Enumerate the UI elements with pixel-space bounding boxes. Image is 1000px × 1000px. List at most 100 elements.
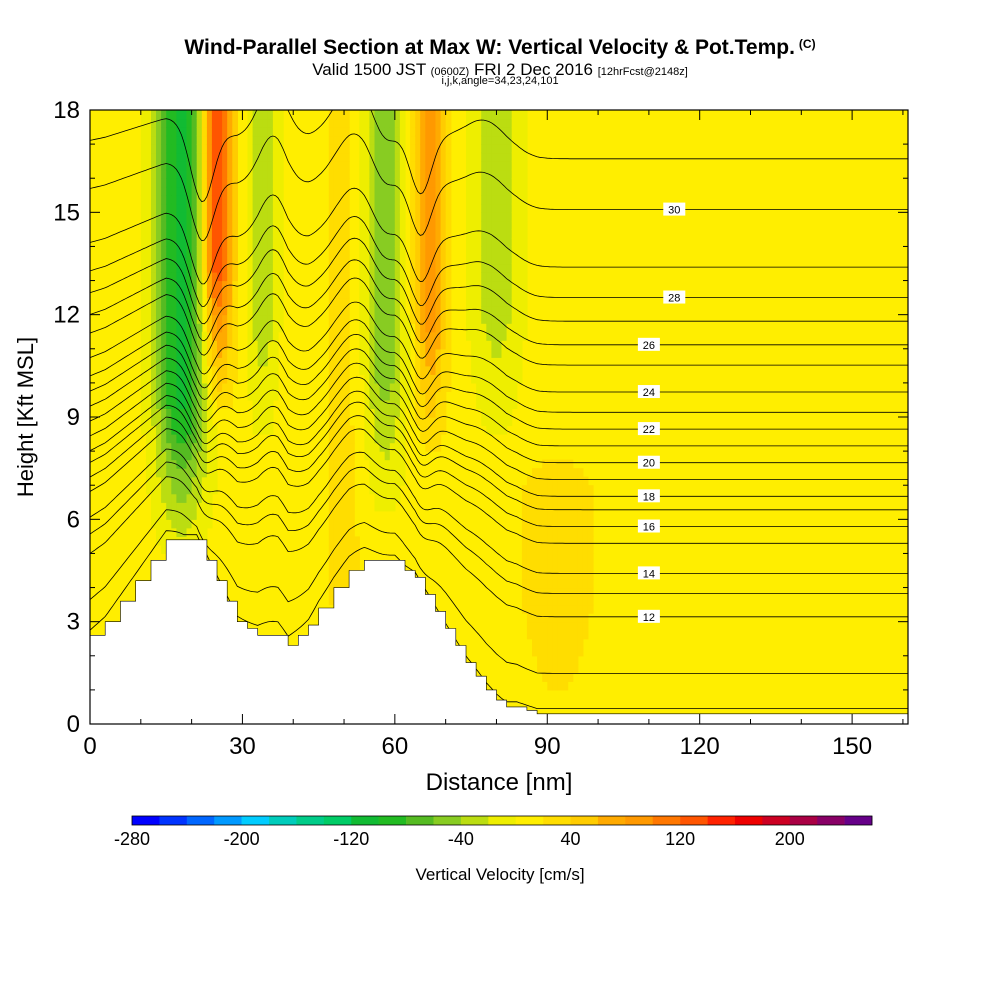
velocity-cell [196,272,203,282]
velocity-cell [262,365,269,375]
velocity-cell [496,195,503,205]
velocity-cell [339,169,345,179]
velocity-cell [471,212,477,222]
velocity-cell [191,357,198,367]
velocity-cell [440,306,447,316]
colorbar-swatch [406,816,434,825]
velocity-cell [211,434,218,444]
velocity-cell [410,212,416,222]
velocity-cell [445,374,452,384]
velocity-cell [420,280,426,290]
velocity-cell [196,331,203,341]
velocity-cell [344,118,350,128]
velocity-cell [587,519,594,529]
velocity-cell [272,365,279,375]
velocity-cell [344,553,350,563]
velocity-cell [425,272,431,282]
velocity-cell [328,255,335,265]
velocity-cell [257,178,264,188]
velocity-cell [486,323,492,333]
x-tick-label: 120 [680,733,720,760]
velocity-cell [379,272,386,282]
velocity-cell [506,212,513,222]
velocity-cell [140,178,147,188]
velocity-cell [526,596,533,606]
velocity-cell [328,169,335,179]
velocity-cell [410,152,416,162]
velocity-cell [415,331,421,341]
velocity-cell [196,127,203,137]
velocity-cell [166,314,172,324]
velocity-cell [145,203,152,213]
velocity-cell [389,212,396,222]
velocity-cell [466,178,472,188]
velocity-cell [567,570,574,580]
velocity-cell [181,374,188,384]
velocity-cell [369,135,376,145]
velocity-cell [476,323,482,333]
velocity-cell [440,203,447,213]
velocity-cell [567,493,574,503]
velocity-cell [267,391,274,401]
svg-text:26: 26 [643,340,655,352]
velocity-cell [227,118,233,128]
velocity-cell [232,263,238,273]
velocity-cell [272,203,279,213]
velocity-cell [186,459,193,469]
velocity-cell [206,417,213,427]
velocity-cell [476,118,482,128]
velocity-cell [506,118,513,128]
velocity-cell [476,144,482,154]
velocity-cell [420,348,426,358]
velocity-cell [328,323,335,333]
velocity-cell [191,110,198,120]
velocity-cell [547,570,553,580]
velocity-cell [547,485,553,495]
velocity-cell [278,220,284,230]
velocity-cell [562,493,569,503]
velocity-cell [374,306,381,316]
velocity-cell [333,237,340,247]
velocity-cell [217,306,223,316]
velocity-cell [176,493,183,503]
velocity-cell [349,502,355,512]
velocity-cell [176,314,183,324]
velocity-cell [471,374,477,384]
velocity-cell [537,613,543,623]
velocity-cell [272,263,279,273]
velocity-cell [486,382,492,392]
velocity-cell [374,152,381,162]
velocity-cell [211,289,218,299]
velocity-cell [410,186,416,196]
velocity-cell [161,144,167,154]
velocity-cell [516,374,523,384]
velocity-cell [151,280,157,290]
velocity-cell [415,417,421,427]
velocity-cell [166,272,172,282]
velocity-cell [333,399,340,409]
velocity-cell [257,263,264,273]
velocity-cell [166,212,172,222]
velocity-cell [542,630,548,640]
velocity-cell [572,604,579,614]
velocity-cell [186,382,193,392]
velocity-cell [262,289,269,299]
velocity-cell [379,382,386,392]
velocity-cell [211,169,218,179]
velocity-cell [501,391,508,401]
velocity-cell [445,365,452,375]
velocity-cell [181,502,188,512]
velocity-cell [374,348,381,358]
velocity-cell [384,255,391,265]
velocity-cell [252,186,259,196]
velocity-cell [374,110,381,120]
velocity-cell [333,485,340,495]
velocity-cell [379,169,386,179]
velocity-cell [278,135,284,145]
velocity-cell [379,127,386,137]
velocity-cell [369,399,376,409]
velocity-cell [577,553,584,563]
velocity-cell [217,169,223,179]
velocity-cell [369,169,376,179]
velocity-cell [440,246,447,256]
